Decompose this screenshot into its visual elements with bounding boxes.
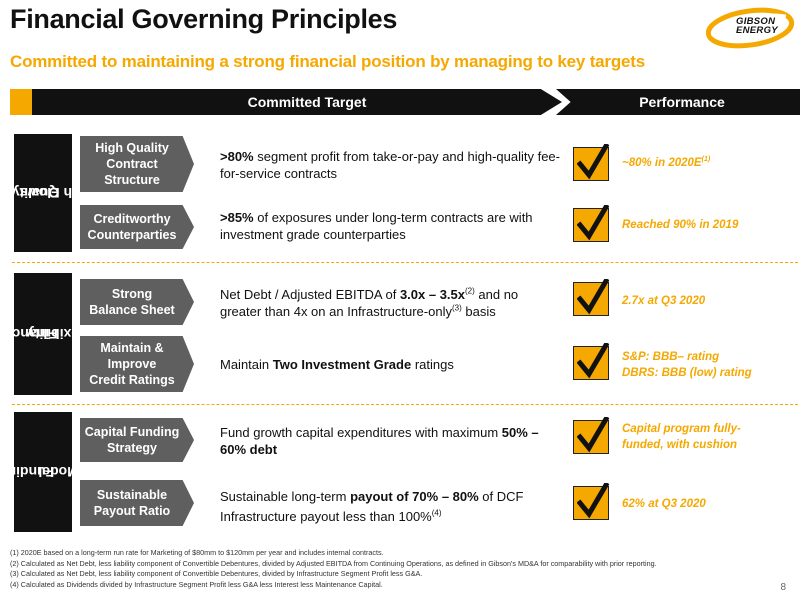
footnote: (2) Calculated as Net Debt, less liabili… — [10, 558, 657, 568]
performance-text: ~80% in 2020E(1) — [622, 156, 711, 169]
section-label-cash-flows: Quality of Cash Flows — [0, 134, 98, 252]
footnotes: (1) 2020E based on a long-term run rate … — [10, 548, 657, 590]
category-creditworthy-counterparties: Creditworthy Counterparties — [80, 205, 194, 249]
performance-text: 2.7x at Q3 2020 — [622, 295, 706, 307]
page-subtitle: Committed to maintaining a strong financ… — [10, 52, 645, 71]
performance-header: Performance — [556, 89, 800, 115]
performance-text: Capital program fully- funded, with cush… — [622, 423, 741, 451]
footnote: (4) Calculated as Dividends divided by I… — [10, 579, 383, 589]
target-text: Maintain Two Investment Grade ratings — [220, 357, 454, 372]
section-label-financial-flexibility: Financial Flexibility — [0, 273, 91, 395]
category-high-quality-contract: High Quality Contract Structure — [80, 136, 194, 192]
section-divider — [12, 404, 798, 405]
checkmark-icon — [577, 343, 609, 379]
section-divider — [12, 262, 798, 263]
checkmark-icon — [577, 483, 609, 519]
footnote: (1) 2020E based on a long-term run rate … — [10, 548, 384, 557]
check-box — [573, 343, 609, 380]
page-title: Financial Governing Principles — [10, 4, 398, 34]
footnote: (3) Calculated as Net Debt, less liabili… — [10, 569, 423, 578]
page-number: 8 — [780, 582, 786, 593]
check-box — [573, 417, 609, 454]
category-payout-ratio: Sustainable Payout Ratio — [80, 480, 194, 526]
check-box — [573, 205, 609, 242]
category-credit-ratings: Maintain & Improve Credit Ratings — [80, 336, 194, 392]
check-box — [573, 483, 609, 520]
logo-text: GIBSON ENERGY — [736, 16, 778, 36]
committed-target-header: Committed Target — [32, 89, 562, 115]
check-box — [573, 144, 609, 181]
checkmark-icon — [577, 144, 609, 180]
category-strong-balance-sheet: Strong Balance Sheet — [80, 279, 194, 325]
performance-text: 62% at Q3 2020 — [622, 498, 706, 510]
gibson-energy-logo: GIBSON ENERGY — [705, 6, 796, 50]
category-capital-funding: Capital Funding Strategy — [80, 418, 194, 462]
target-text: >85% of exposures under long-term contra… — [220, 210, 533, 242]
checkmark-icon — [577, 205, 609, 241]
target-text: Fund growth capital expenditures with ma… — [220, 425, 539, 457]
checkmark-icon — [577, 279, 609, 315]
performance-text: S&P: BBB– rating DBRS: BBB (low) rating — [622, 351, 752, 379]
header-accent — [10, 89, 32, 115]
target-text: Net Debt / Adjusted EBITDA of 3.0x – 3.5… — [220, 286, 519, 319]
target-text: >80% segment profit from take-or-pay and… — [220, 149, 560, 181]
performance-text: Reached 90% in 2019 — [622, 219, 739, 231]
checkmark-icon — [577, 417, 609, 453]
logo-swoosh-icon — [705, 7, 795, 49]
check-box — [573, 279, 609, 316]
section-label-funding-model: Funding Model — [0, 412, 79, 532]
target-text: Sustainable long-term payout of 70% – 80… — [220, 489, 524, 524]
